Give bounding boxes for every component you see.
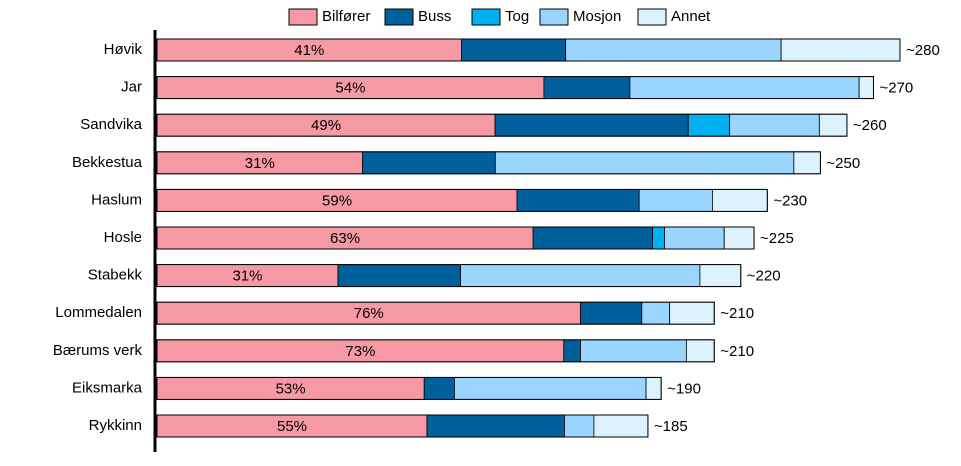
value-label: 76% — [354, 305, 384, 322]
bar-segment — [362, 151, 496, 175]
value-label: 41% — [294, 42, 324, 59]
bar-total — [156, 264, 742, 288]
y-tick-label: Lommedalen — [55, 304, 142, 321]
total-label: ~250 — [826, 155, 860, 172]
bar-segment — [593, 414, 649, 438]
bar-segment — [652, 226, 665, 250]
bar-segment — [669, 301, 715, 325]
y-tick-label: Hosle — [104, 229, 142, 246]
legend-label: Annet — [671, 8, 711, 25]
bar-total — [156, 414, 649, 438]
value-label: 31% — [245, 155, 275, 172]
bar-segment — [711, 188, 768, 212]
total-label: ~280 — [906, 42, 940, 59]
legend-label: Mosjon — [573, 8, 621, 25]
total-label: ~260 — [853, 117, 887, 134]
bar-segment — [337, 264, 461, 288]
bar-total — [156, 301, 715, 325]
bar-segment — [793, 151, 821, 175]
bar-total — [156, 339, 715, 363]
legend-swatch — [288, 8, 318, 26]
bar-segment — [723, 226, 755, 250]
value-label: 31% — [232, 268, 262, 285]
bar-segment — [564, 414, 595, 438]
total-label: ~210 — [720, 343, 754, 360]
bar-segment — [516, 188, 640, 212]
bar-segment — [580, 301, 643, 325]
legend-label: Bilfører — [322, 8, 370, 25]
legend-swatch — [539, 8, 569, 26]
y-tick-label: Bærums verk — [53, 342, 143, 359]
y-tick-label: Haslum — [91, 191, 142, 208]
bar-segment — [629, 76, 860, 99]
value-label: 54% — [335, 80, 365, 97]
bar-segment — [580, 339, 687, 363]
bar-segment — [494, 151, 795, 175]
bar-segment — [664, 226, 725, 250]
bar-segment — [699, 264, 742, 288]
bar-segment — [565, 38, 782, 62]
bar-total — [156, 38, 901, 62]
total-label: ~210 — [720, 305, 754, 322]
bar-segment — [461, 38, 567, 62]
legend-swatch — [384, 8, 414, 26]
bar-segment — [454, 376, 647, 400]
y-tick-label: Eiksmarka — [72, 379, 143, 396]
bar-segment — [563, 339, 581, 363]
bar-segment — [426, 414, 565, 438]
y-tick-label: Jar — [121, 79, 142, 96]
bar-segment — [818, 113, 848, 137]
bar-segment — [423, 376, 455, 400]
total-label: ~220 — [747, 268, 781, 285]
legend-swatch — [637, 8, 667, 26]
value-label: 63% — [330, 230, 360, 247]
value-label: 49% — [311, 117, 341, 134]
bar-total — [156, 113, 848, 137]
legend-swatch — [471, 8, 501, 26]
legend-label: Buss — [418, 8, 451, 25]
bar-segment — [638, 188, 713, 212]
bar-segment — [687, 113, 731, 137]
value-label: 55% — [277, 418, 307, 435]
bar-total — [156, 226, 755, 250]
total-label: ~230 — [773, 192, 807, 209]
bar-segment — [685, 339, 715, 363]
y-tick-label: Rykkinn — [89, 417, 142, 434]
bar-segment — [532, 226, 653, 250]
y-tick-label: Stabekk — [88, 267, 143, 284]
bar-segment — [729, 113, 820, 137]
bar-segment — [780, 38, 901, 62]
bar-total — [156, 151, 821, 175]
bar-total — [156, 188, 768, 212]
y-tick-label: Høvik — [104, 41, 143, 58]
bar-total — [156, 376, 662, 400]
total-label: ~270 — [879, 80, 913, 97]
bar-segment — [641, 301, 671, 325]
y-tick-label: Sandvika — [80, 116, 142, 133]
bar-segment — [858, 76, 874, 99]
bar-segment — [543, 76, 631, 99]
y-tick-label: Bekkestua — [72, 154, 143, 171]
total-label: ~190 — [667, 380, 701, 397]
total-label: ~185 — [654, 418, 688, 435]
bar-segment — [645, 376, 662, 400]
bar-segment — [460, 264, 701, 288]
value-label: 59% — [322, 192, 352, 209]
value-label: 73% — [345, 343, 375, 360]
value-label: 53% — [276, 380, 306, 397]
total-label: ~225 — [760, 230, 794, 247]
bar-segment — [494, 113, 689, 137]
legend-label: Tog — [505, 8, 529, 25]
bar-total — [156, 76, 874, 100]
